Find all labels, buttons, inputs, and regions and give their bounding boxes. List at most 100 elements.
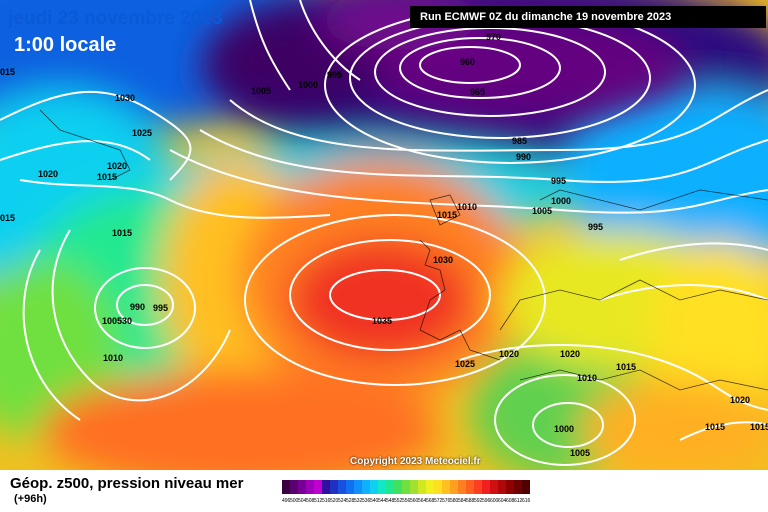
legend-tick: 600 xyxy=(490,498,499,504)
coastlines xyxy=(39,109,768,391)
isobar-label: 1015 xyxy=(616,362,636,372)
legend-swatch xyxy=(370,480,378,494)
product-title: Géop. z500, pression niveau mer xyxy=(10,475,244,492)
isobar-label: 1015 xyxy=(437,210,457,220)
legend-tick: 576 xyxy=(442,498,451,504)
legend-tick: 596 xyxy=(482,498,491,504)
isobar-label: 970 xyxy=(486,32,501,42)
forecast-time: 1:00 locale xyxy=(14,34,117,56)
legend-swatch xyxy=(450,480,458,494)
legend-tick: 560 xyxy=(410,498,419,504)
isobar-label: 1020 xyxy=(499,349,519,359)
isobar-label: 960 xyxy=(460,57,475,67)
legend-tick: 536 xyxy=(362,498,371,504)
isobar-label: 1015 xyxy=(112,228,132,238)
isobar-label: 1020 xyxy=(560,349,580,359)
legend-swatch xyxy=(506,480,514,494)
legend-swatch xyxy=(458,480,466,494)
legend-tick: 572 xyxy=(434,498,443,504)
legend-swatch xyxy=(346,480,354,494)
legend-tick: 500 xyxy=(290,498,299,504)
isobar-label: 1000 xyxy=(551,196,571,206)
copyright-text: Copyright 2023 Meteociel.fr xyxy=(350,456,481,467)
legend-tick: 584 xyxy=(458,498,467,504)
isobar-label: 1005 xyxy=(570,448,590,458)
isobar-label: 1010 xyxy=(457,202,477,212)
legend-swatch xyxy=(322,480,330,494)
run-info-banner: Run ECMWF 0Z du dimanche 19 novembre 202… xyxy=(410,6,766,28)
isobar-label: 1005 xyxy=(251,86,271,96)
isobar-label: 1015 xyxy=(705,422,725,432)
isobar-label: 015 xyxy=(0,67,15,77)
isobar-label: 995 xyxy=(327,70,342,80)
isobar-label: 995 xyxy=(551,176,566,186)
legend-swatch xyxy=(378,480,386,494)
legend-swatch xyxy=(298,480,306,494)
legend-swatch xyxy=(290,480,298,494)
legend-swatch xyxy=(442,480,450,494)
color-legend-ticks: 496 500 504 508 512 516 520 524 528 532 536 540 544 5… xyxy=(282,498,530,504)
isobar-label: 1035 xyxy=(372,316,392,326)
legend-swatch xyxy=(330,480,338,494)
legend-tick: 604 xyxy=(498,498,507,504)
legend-swatch xyxy=(498,480,506,494)
legend-tick: 612 xyxy=(514,498,523,504)
legend-tick: 548 xyxy=(386,498,395,504)
legend-swatch xyxy=(514,480,522,494)
legend-swatch xyxy=(418,480,426,494)
isobar-label: 1010 xyxy=(103,353,123,363)
isobar-label: 1025 xyxy=(132,128,152,138)
legend-tick: 588 xyxy=(466,498,475,504)
legend-tick: 552 xyxy=(394,498,403,504)
legend-tick: 608 xyxy=(506,498,515,504)
isobar-label: 1030 xyxy=(115,93,135,103)
legend-tick: 544 xyxy=(378,498,387,504)
legend-tick: 592 xyxy=(474,498,483,504)
isobar-label: 015 xyxy=(0,213,15,223)
legend-swatch xyxy=(522,480,530,494)
geopotential-field xyxy=(0,0,768,470)
isobar-label: 1000 xyxy=(298,80,318,90)
legend-tick: 508 xyxy=(306,498,315,504)
isobar-label: 1020 xyxy=(107,161,127,171)
legend-swatch xyxy=(482,480,490,494)
legend-tick: 524 xyxy=(338,498,347,504)
legend-swatch xyxy=(394,480,402,494)
isobar-label: 995 xyxy=(588,222,603,232)
isobar-label: 1020 xyxy=(730,395,750,405)
isobar-label: 1010 xyxy=(577,373,597,383)
legend-swatch xyxy=(306,480,314,494)
legend-tick: 496 xyxy=(282,498,291,504)
legend-swatch xyxy=(402,480,410,494)
legend-tick: 528 xyxy=(346,498,355,504)
isobar-label: 990 xyxy=(130,302,145,312)
legend-tick: 540 xyxy=(370,498,379,504)
legend-tick: 564 xyxy=(418,498,427,504)
isobar-label: 965 xyxy=(470,87,485,97)
isobar-label: 1020 xyxy=(38,169,58,179)
isobar-label: 1015 xyxy=(97,172,117,182)
legend-swatch xyxy=(362,480,370,494)
isobar-label: 1015 xyxy=(750,422,768,432)
legend-swatch xyxy=(354,480,362,494)
legend-tick: 580 xyxy=(450,498,459,504)
legend-swatch xyxy=(474,480,482,494)
isobar-label: 1005 xyxy=(532,206,552,216)
isobar-label: 100530 xyxy=(102,316,132,326)
isobar-label: 985 xyxy=(512,136,527,146)
isobar-labels: 970 960 965 985 990 995 1000 1005 1005 1… xyxy=(0,32,768,458)
legend-tick: 520 xyxy=(330,498,339,504)
legend-swatch xyxy=(426,480,434,494)
isobar-label: 1000 xyxy=(554,424,574,434)
forecast-date: jeudi 23 novembre 2023 xyxy=(8,8,223,29)
isobar-label: 1030 xyxy=(433,255,453,265)
isobar-label: 1025 xyxy=(455,359,475,369)
color-legend-bar xyxy=(282,480,530,494)
forecast-hour: (+96h) xyxy=(14,493,47,505)
legend-tick: 504 xyxy=(298,498,307,504)
legend-swatch xyxy=(466,480,474,494)
legend-swatch xyxy=(282,480,290,494)
legend-swatch xyxy=(410,480,418,494)
legend-swatch xyxy=(338,480,346,494)
legend-tick: 532 xyxy=(354,498,363,504)
